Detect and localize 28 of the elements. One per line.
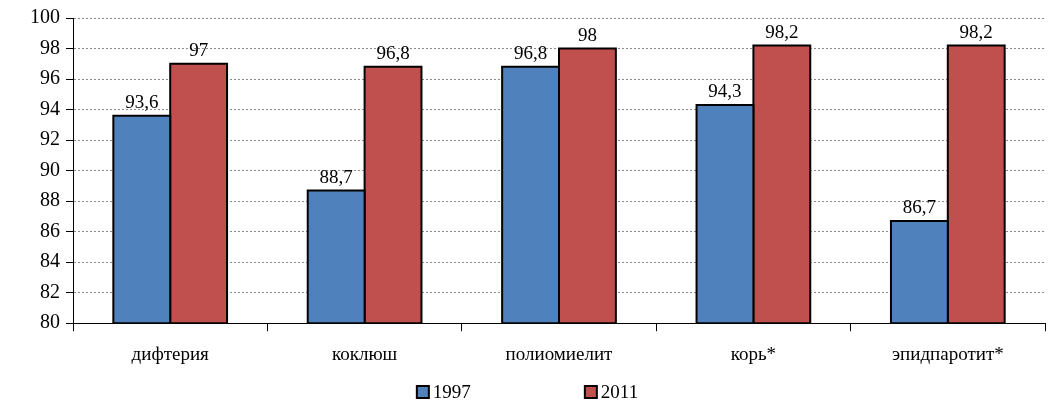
y-tick-label: 86 bbox=[40, 218, 60, 241]
y-tick-label: 94 bbox=[40, 96, 60, 119]
y-tick-label: 88 bbox=[40, 188, 60, 211]
data-label: 97 bbox=[189, 39, 209, 61]
x-tick-label: эпидпаротит* bbox=[891, 342, 1004, 364]
y-tick-label: 82 bbox=[40, 279, 60, 302]
y-tick-label: 90 bbox=[40, 157, 60, 180]
x-tick-label: дифтерия bbox=[131, 342, 210, 364]
y-tick-label: 92 bbox=[40, 127, 60, 150]
y-tick-label: 84 bbox=[40, 249, 60, 272]
x-tick-label: корь* bbox=[730, 342, 777, 364]
legend-label: 2011 bbox=[600, 380, 639, 400]
data-label: 98 bbox=[577, 24, 597, 45]
data-label: 94,3 bbox=[708, 80, 742, 102]
y-tick-label: 98 bbox=[40, 35, 60, 58]
data-label: 88,7 bbox=[319, 165, 353, 187]
legend-label: 1997 bbox=[432, 380, 471, 400]
x-tick-label: полиомиелит bbox=[505, 342, 614, 364]
x-tick-label: коклюш bbox=[331, 342, 398, 364]
data-label: 98,2 bbox=[959, 20, 993, 42]
data-label: 98,2 bbox=[765, 20, 799, 42]
data-label: 93,6 bbox=[125, 91, 159, 113]
y-tick-label: 80 bbox=[40, 310, 60, 333]
y-tick-label: 100 bbox=[30, 5, 60, 28]
y-tick-label: 96 bbox=[40, 66, 60, 89]
data-label: 96,8 bbox=[513, 42, 548, 64]
data-label: 96,8 bbox=[376, 42, 410, 64]
data-label: 86,7 bbox=[902, 196, 936, 218]
